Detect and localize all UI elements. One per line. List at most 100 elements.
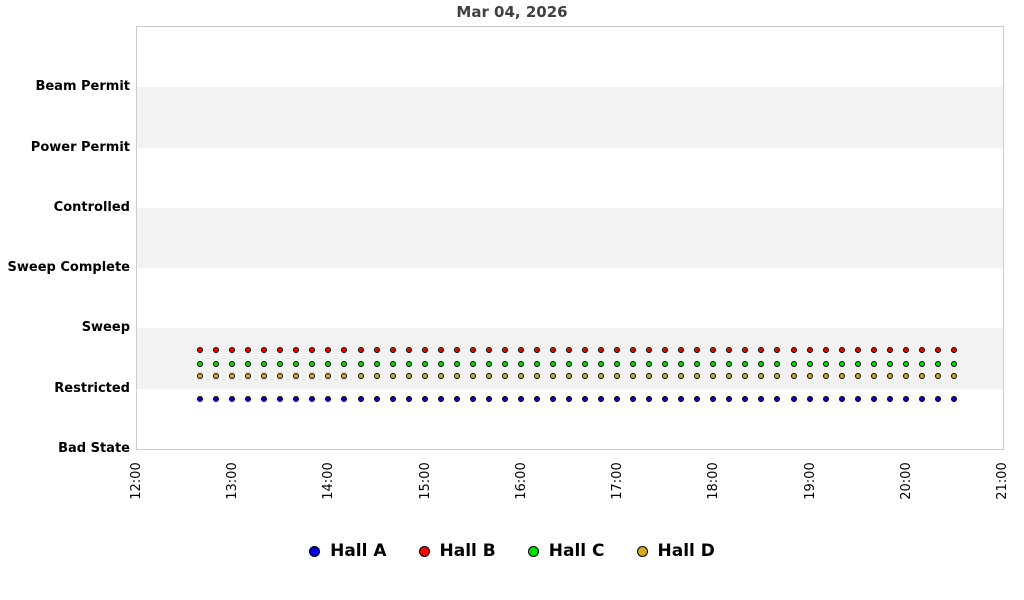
x-axis-label: 21:00	[995, 462, 1010, 500]
data-point-hall-d	[437, 372, 444, 379]
y-axis-label: Power Permit	[30, 139, 130, 155]
data-point-hall-d	[357, 372, 364, 379]
data-point-hall-d	[886, 372, 893, 379]
data-point-hall-a	[934, 396, 941, 403]
data-point-hall-d	[918, 372, 925, 379]
data-point-hall-a	[501, 396, 508, 403]
legend-item-hall-c: Hall C	[527, 541, 605, 561]
x-axis-label: 20:00	[898, 462, 914, 500]
data-point-hall-a	[614, 396, 621, 403]
legend-item-hall-b: Hall B	[418, 541, 496, 561]
data-point-hall-c	[469, 360, 476, 367]
data-point-hall-d	[245, 372, 252, 379]
legend-item-hall-a: Hall A	[309, 541, 387, 561]
data-point-hall-c	[854, 360, 861, 367]
data-point-hall-c	[213, 360, 220, 367]
data-point-hall-b	[229, 347, 236, 354]
data-point-hall-a	[197, 396, 204, 403]
data-point-hall-a	[774, 396, 781, 403]
data-point-hall-b	[822, 347, 829, 354]
data-point-hall-a	[213, 396, 220, 403]
data-point-hall-d	[453, 372, 460, 379]
data-point-hall-c	[726, 360, 733, 367]
data-point-hall-a	[742, 396, 749, 403]
data-point-hall-a	[549, 396, 556, 403]
data-point-hall-d	[710, 372, 717, 379]
data-point-hall-b	[886, 347, 893, 354]
data-point-hall-a	[261, 396, 268, 403]
data-point-hall-b	[630, 347, 637, 354]
data-point-hall-b	[405, 347, 412, 354]
data-point-hall-c	[598, 360, 605, 367]
x-axis-label: 18:00	[706, 462, 722, 500]
data-point-hall-b	[614, 347, 621, 354]
data-point-hall-a	[790, 396, 797, 403]
data-point-hall-b	[918, 347, 925, 354]
legend-label: Hall C	[548, 541, 605, 561]
data-point-hall-c	[549, 360, 556, 367]
data-point-hall-d	[373, 372, 380, 379]
data-point-hall-a	[373, 396, 380, 403]
data-point-hall-c	[437, 360, 444, 367]
data-point-hall-b	[437, 347, 444, 354]
data-point-hall-b	[373, 347, 380, 354]
data-point-hall-d	[950, 372, 957, 379]
x-axis-label: 14:00	[321, 462, 337, 500]
data-point-hall-c	[886, 360, 893, 367]
data-point-hall-d	[694, 372, 701, 379]
x-axis-label: 16:00	[513, 462, 529, 500]
data-point-hall-b	[293, 347, 300, 354]
data-point-hall-c	[742, 360, 749, 367]
legend-marker-hall-b	[418, 545, 430, 557]
data-point-hall-d	[405, 372, 412, 379]
data-point-hall-b	[950, 347, 957, 354]
data-point-hall-b	[838, 347, 845, 354]
y-axis-label: Controlled	[53, 199, 130, 215]
data-point-hall-c	[614, 360, 621, 367]
data-point-hall-a	[341, 396, 348, 403]
data-point-hall-d	[774, 372, 781, 379]
data-point-hall-b	[533, 347, 540, 354]
data-point-hall-c	[421, 360, 428, 367]
data-point-hall-d	[389, 372, 396, 379]
data-point-hall-c	[838, 360, 845, 367]
data-point-hall-c	[389, 360, 396, 367]
data-point-hall-d	[309, 372, 316, 379]
data-point-hall-b	[309, 347, 316, 354]
data-point-hall-b	[902, 347, 909, 354]
data-point-hall-a	[710, 396, 717, 403]
data-point-hall-d	[485, 372, 492, 379]
data-point-hall-c	[662, 360, 669, 367]
data-point-hall-a	[838, 396, 845, 403]
data-point-hall-a	[533, 396, 540, 403]
data-point-hall-a	[902, 396, 909, 403]
data-point-hall-d	[742, 372, 749, 379]
data-point-hall-b	[710, 347, 717, 354]
x-axis: 12:00 13:00 14:00 15:00 16:00 17:00 18:00 19:00…	[129, 462, 1010, 500]
data-point-hall-a	[870, 396, 877, 403]
data-point-hall-b	[854, 347, 861, 354]
data-point-hall-d	[934, 372, 941, 379]
data-point-hall-c	[806, 360, 813, 367]
data-point-hall-c	[357, 360, 364, 367]
data-point-hall-b	[485, 347, 492, 354]
data-point-hall-d	[790, 372, 797, 379]
data-point-hall-c	[517, 360, 524, 367]
data-point-hall-d	[870, 372, 877, 379]
data-point-hall-c	[902, 360, 909, 367]
legend: Hall A Hall B Hall C Hall D	[0, 541, 1024, 561]
y-axis-label: Beam Permit	[35, 79, 130, 95]
data-point-hall-d	[325, 372, 332, 379]
data-point-hall-d	[533, 372, 540, 379]
data-point-hall-a	[453, 396, 460, 403]
legend-label: Hall B	[439, 541, 496, 561]
plot-area	[136, 26, 1004, 450]
data-point-hall-b	[758, 347, 765, 354]
data-point-hall-a	[806, 396, 813, 403]
data-point-hall-b	[517, 347, 524, 354]
data-point-hall-b	[325, 347, 332, 354]
data-point-hall-a	[630, 396, 637, 403]
data-point-hall-d	[646, 372, 653, 379]
data-point-hall-a	[389, 396, 396, 403]
data-point-hall-a	[566, 396, 572, 403]
